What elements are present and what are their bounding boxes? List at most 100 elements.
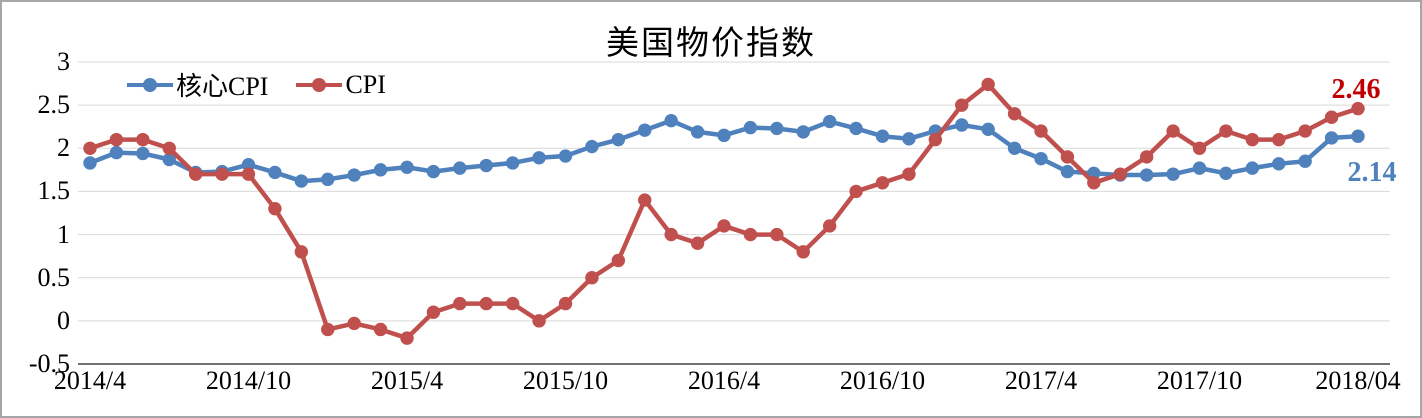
x-axis-tick-label: 2015/4 bbox=[370, 366, 444, 395]
cpi-marker bbox=[796, 245, 810, 259]
x-axis-tick-label: 2017/10 bbox=[1156, 366, 1243, 395]
cpi-marker bbox=[1324, 110, 1339, 124]
cpi-marker bbox=[955, 98, 969, 112]
core-cpi-marker bbox=[770, 121, 784, 136]
core-cpi-marker bbox=[1351, 129, 1365, 143]
cpi-marker bbox=[268, 201, 282, 216]
core-cpi-end-value-label: 2.14 bbox=[1347, 157, 1397, 188]
cpi-marker bbox=[1219, 124, 1233, 138]
cpi-marker bbox=[585, 271, 599, 285]
core-cpi-marker bbox=[1324, 131, 1339, 145]
legend-item-cpi: CPI bbox=[296, 69, 386, 100]
core-cpi-marker bbox=[585, 139, 599, 154]
core-cpi-legend-marker-icon bbox=[143, 77, 157, 92]
core-cpi-marker bbox=[426, 164, 441, 179]
core-cpi-marker bbox=[611, 132, 626, 147]
cpi-marker bbox=[532, 314, 546, 328]
cpi-marker bbox=[347, 316, 361, 331]
y-axis-tick-label: 1.5 bbox=[37, 176, 71, 206]
x-axis-tick-label: 2016/4 bbox=[687, 366, 761, 395]
core-cpi-marker bbox=[822, 114, 837, 129]
core-cpi-marker bbox=[664, 113, 678, 128]
cpi-marker bbox=[1245, 132, 1260, 147]
cpi-marker bbox=[822, 219, 837, 233]
core-cpi-marker bbox=[690, 125, 705, 139]
cpi-marker bbox=[1192, 141, 1207, 155]
cpi-marker bbox=[162, 141, 176, 155]
cpi-marker bbox=[426, 305, 441, 319]
core-cpi-marker bbox=[1166, 167, 1180, 181]
core-cpi-marker bbox=[1245, 161, 1260, 175]
core-cpi-marker bbox=[109, 145, 124, 160]
y-axis-tick-label: 0.5 bbox=[37, 262, 71, 292]
core-cpi-marker bbox=[717, 128, 731, 143]
cpi-marker bbox=[875, 176, 890, 190]
cpi-marker bbox=[1034, 124, 1048, 138]
x-axis-tick-label: 2014/10 bbox=[205, 366, 292, 395]
core-cpi-marker bbox=[1007, 141, 1022, 155]
cpi-marker bbox=[770, 227, 784, 242]
core-cpi-marker bbox=[400, 160, 414, 174]
core-cpi-marker bbox=[294, 174, 309, 188]
core-cpi-marker bbox=[136, 146, 150, 161]
legend: 核心CPI CPI bbox=[127, 69, 386, 101]
legend-label-cpi: CPI bbox=[345, 69, 386, 99]
core-cpi-marker bbox=[241, 157, 256, 172]
x-axis-tick-label: 2017/4 bbox=[1004, 366, 1078, 395]
cpi-marker bbox=[558, 296, 573, 311]
core-cpi-marker bbox=[321, 172, 335, 187]
cpi-end-value-label: 2.46 bbox=[1331, 74, 1381, 105]
cpi-marker bbox=[902, 167, 916, 181]
core-cpi-marker bbox=[849, 121, 863, 136]
cpi-marker bbox=[109, 132, 124, 147]
core-cpi-marker bbox=[505, 156, 520, 170]
core-cpi-legend-swatch bbox=[127, 77, 173, 92]
cpi-marker bbox=[241, 167, 256, 181]
core-cpi-marker bbox=[1034, 151, 1048, 166]
core-cpi-marker bbox=[1219, 166, 1233, 181]
core-cpi-marker bbox=[743, 120, 758, 135]
x-axis-tick-label: 2014/4 bbox=[53, 366, 127, 395]
core-cpi-marker bbox=[796, 125, 810, 139]
cpi-marker bbox=[321, 322, 335, 337]
cpi-marker bbox=[400, 331, 414, 345]
y-axis-tick-label: 2.5 bbox=[37, 90, 71, 120]
cpi-marker bbox=[373, 322, 388, 337]
cpi-marker bbox=[215, 167, 229, 181]
core-cpi-marker bbox=[532, 151, 546, 165]
core-cpi-marker bbox=[1060, 164, 1075, 179]
y-axis-tick-label: 2 bbox=[57, 133, 70, 163]
cpi-legend-swatch bbox=[296, 77, 343, 92]
core-cpi-marker bbox=[162, 152, 176, 167]
cpi-marker bbox=[1139, 150, 1154, 164]
y-axis-tick-label: -0.5 bbox=[28, 349, 70, 378]
core-cpi-marker bbox=[875, 129, 890, 143]
cpi-marker bbox=[849, 184, 863, 199]
core-cpi-marker bbox=[1272, 157, 1286, 171]
cpi-marker bbox=[453, 296, 467, 311]
core-cpi-marker bbox=[1298, 154, 1312, 168]
cpi-marker bbox=[1060, 150, 1075, 164]
cpi-marker bbox=[1351, 101, 1365, 116]
cpi-marker bbox=[1298, 124, 1312, 138]
cpi-marker bbox=[479, 296, 493, 311]
cpi-marker bbox=[664, 227, 678, 242]
core-cpi-marker bbox=[1192, 161, 1207, 175]
chart-title: 美国物价指数 bbox=[606, 26, 816, 62]
cpi-marker bbox=[294, 245, 309, 259]
cpi-marker bbox=[638, 193, 652, 207]
cpi-marker bbox=[928, 132, 943, 147]
legend-label-core-cpi: 核心CPI bbox=[176, 72, 269, 101]
cpi-marker bbox=[505, 296, 520, 311]
x-axis-tick-label: 2016/10 bbox=[839, 366, 926, 395]
core-cpi-marker bbox=[453, 161, 467, 175]
y-axis-tick-label: 1 bbox=[57, 219, 70, 249]
y-axis-tick-label: 0 bbox=[57, 305, 70, 335]
cpi-marker bbox=[1113, 167, 1127, 181]
cpi-marker bbox=[83, 141, 97, 155]
cpi-marker bbox=[981, 77, 995, 92]
core-cpi-marker bbox=[902, 132, 916, 146]
legend-item-core-cpi: 核心CPI bbox=[127, 66, 268, 103]
